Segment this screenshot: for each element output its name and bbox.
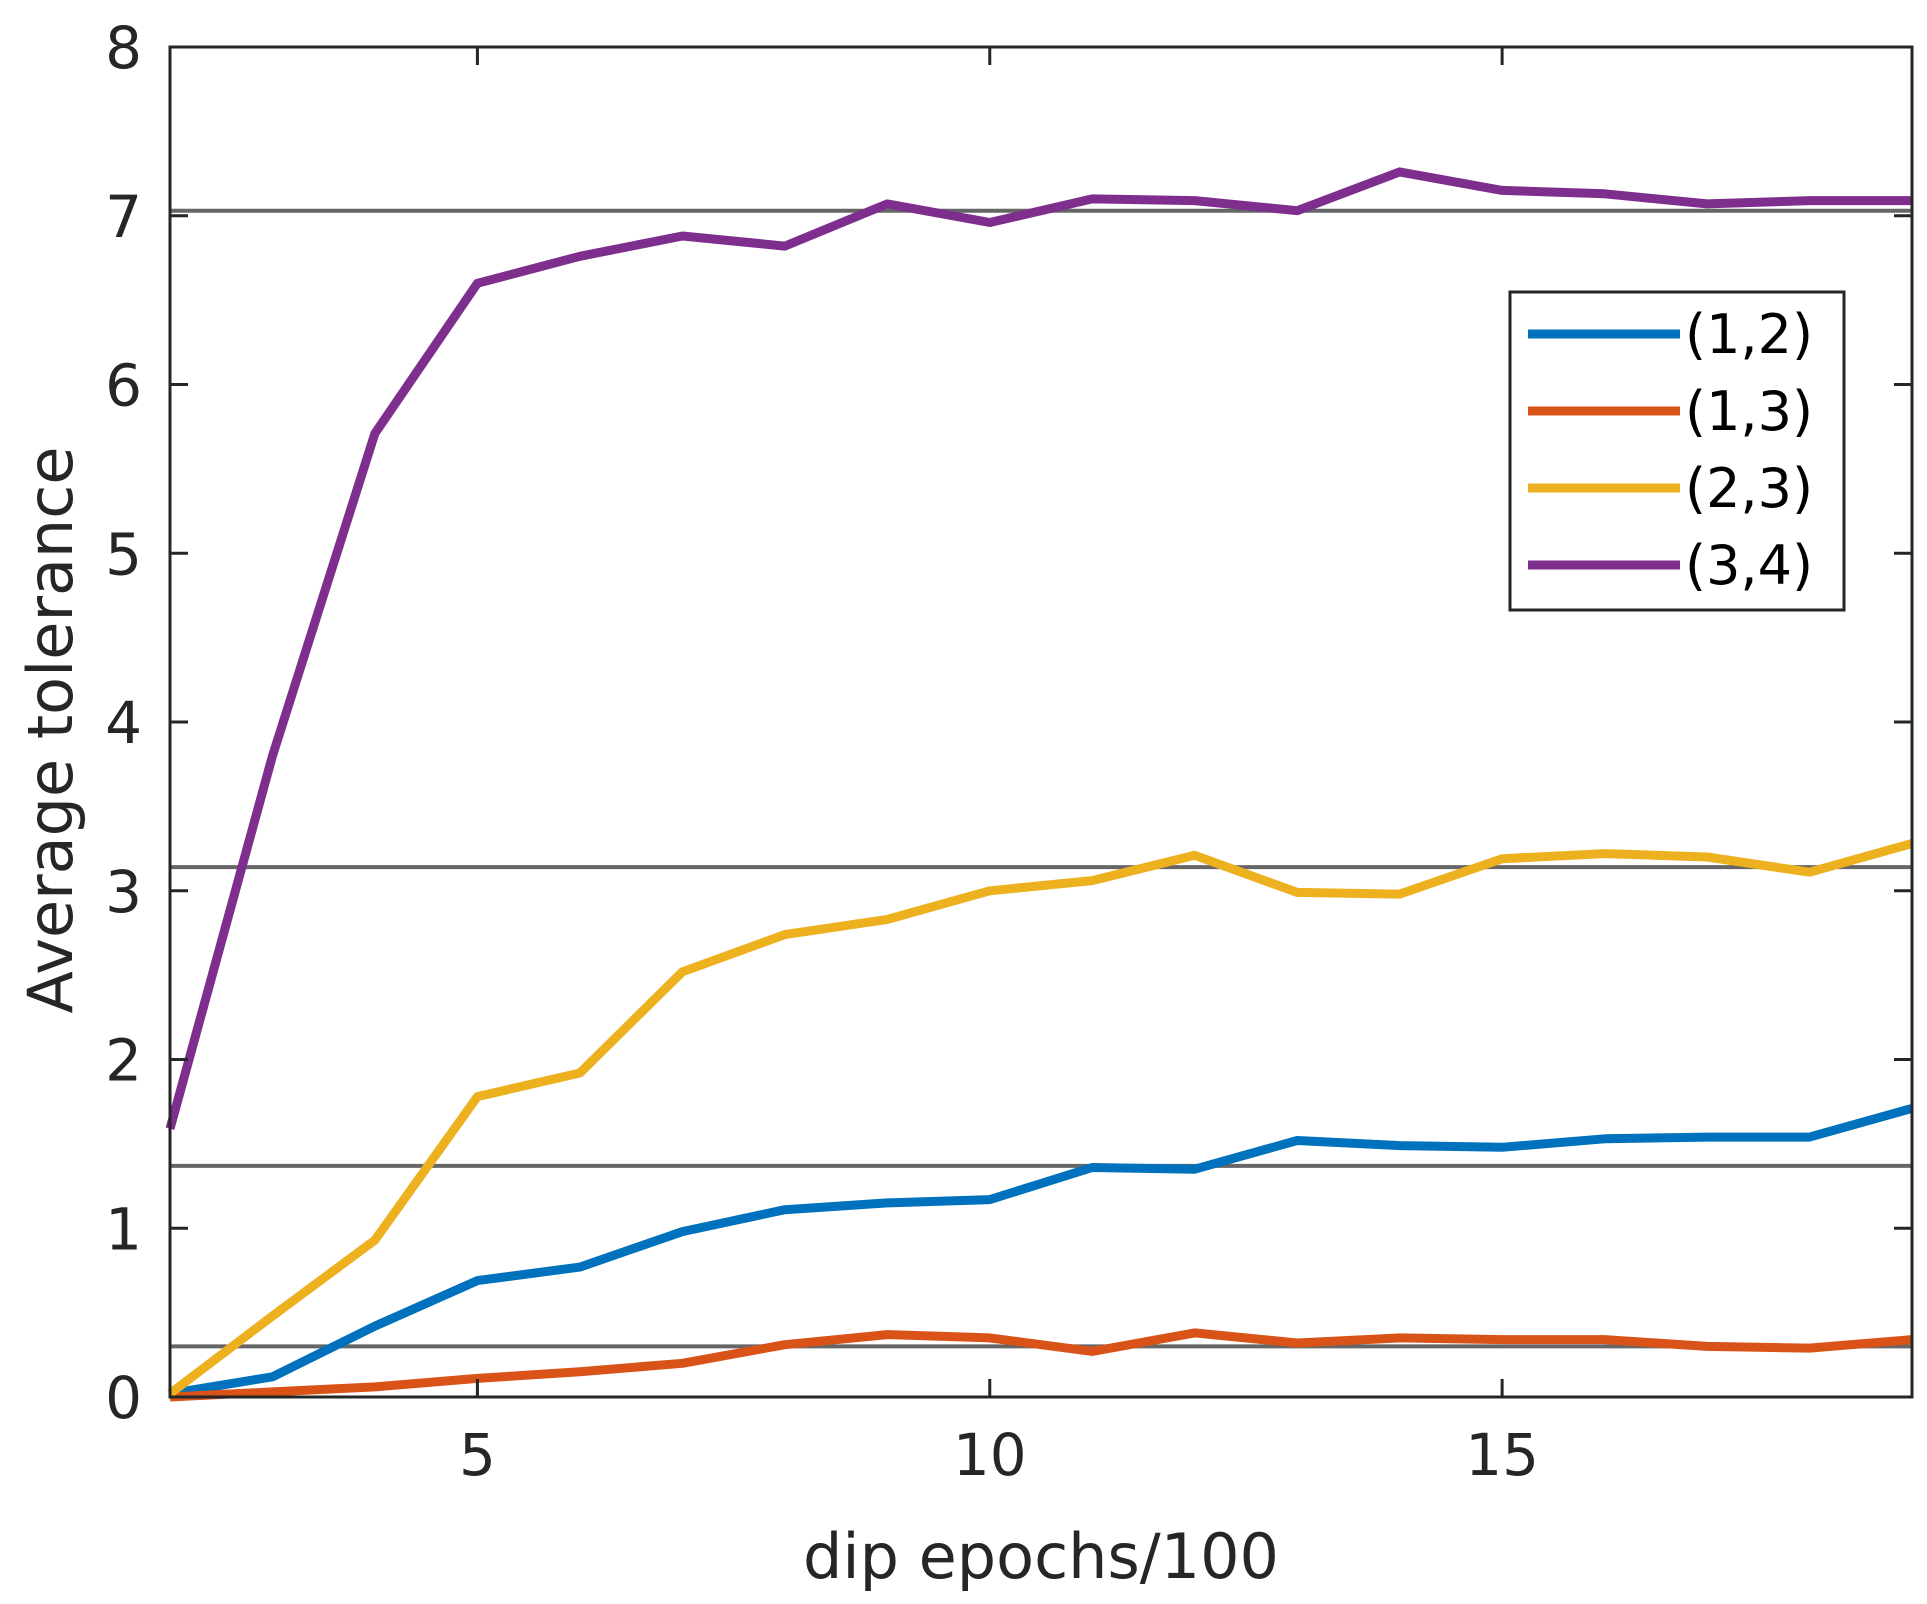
y-axis-label: Average tolerance bbox=[14, 447, 87, 1014]
y-tick-label: 3 bbox=[105, 858, 142, 926]
y-tick-label: 2 bbox=[105, 1027, 142, 1095]
legend-label: (2,3) bbox=[1685, 457, 1813, 520]
y-tick-label: 1 bbox=[105, 1195, 142, 1263]
x-axis-label: dip epochs/100 bbox=[803, 1520, 1279, 1593]
ticks: 5 10 15 0 1 2 3 4 5 6 7 8 bbox=[105, 14, 1912, 1489]
y-tick-label: 4 bbox=[105, 689, 142, 757]
series-line-1-2 bbox=[169, 1104, 1914, 1399]
series-line-2-3 bbox=[167, 839, 1914, 1398]
legend-label: (3,4) bbox=[1685, 534, 1813, 597]
series-line-1-3 bbox=[169, 1328, 1913, 1402]
y-tick-label: 0 bbox=[105, 1364, 142, 1432]
legend-box bbox=[1508, 290, 1846, 612]
y-tick-label: 8 bbox=[105, 14, 142, 82]
x-tick-label: 5 bbox=[459, 1421, 496, 1489]
legend-label: (1,2) bbox=[1685, 303, 1813, 366]
series-line-3-4 bbox=[165, 167, 1912, 1130]
y-tick-label: 6 bbox=[105, 352, 142, 420]
series-lines bbox=[165, 167, 1914, 1402]
y-tick-label: 5 bbox=[105, 520, 142, 588]
x-tick-label: 10 bbox=[953, 1421, 1027, 1489]
x-tick-label: 15 bbox=[1465, 1421, 1539, 1489]
y-tick-label: 7 bbox=[105, 183, 142, 251]
legend-label: (1,3) bbox=[1685, 380, 1813, 443]
legend: (1,2) (1,3) (2,3) (3,4) bbox=[1508, 290, 1846, 612]
